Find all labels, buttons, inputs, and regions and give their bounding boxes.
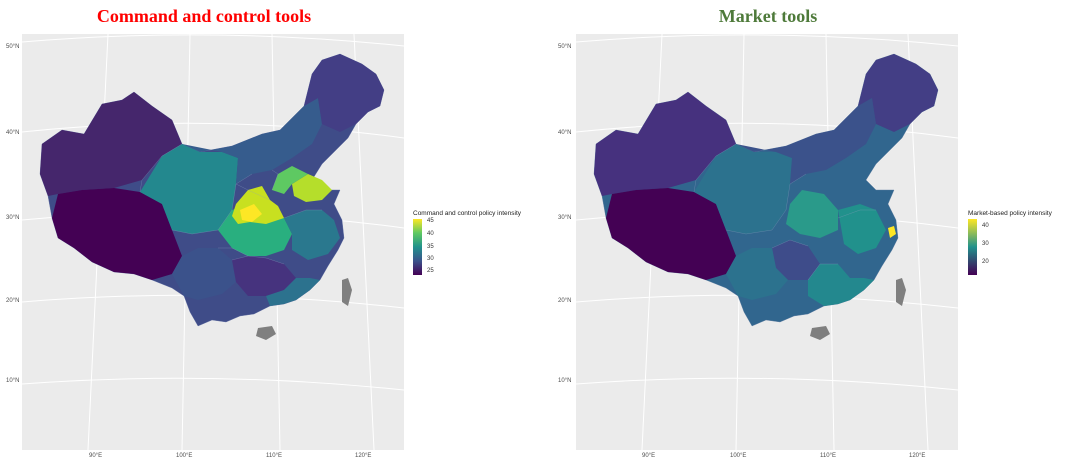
legend-market: Market-based policy intensity 40 30 20 — [968, 210, 1064, 280]
map-canvas-command — [22, 34, 404, 450]
legend-label: 40 — [427, 231, 434, 237]
legend-colorbar — [413, 219, 422, 275]
legend-label: 35 — [427, 244, 434, 250]
lat-label: 50°N — [6, 44, 20, 50]
lat-label: 10°N — [558, 378, 572, 384]
lon-label: 120°E — [355, 453, 372, 459]
legend-label: 20 — [982, 259, 989, 265]
lat-label: 20°N — [558, 298, 572, 304]
lat-label: 30°N — [6, 215, 20, 221]
legend-label: 45 — [427, 218, 434, 224]
lat-label: 20°N — [6, 298, 20, 304]
lon-label: 90°E — [642, 453, 656, 459]
map-market — [576, 34, 958, 450]
map-command-control — [22, 34, 404, 450]
panel-title-market: Market tools — [718, 6, 818, 26]
lon-label: 90°E — [89, 453, 103, 459]
map-canvas-market — [576, 34, 958, 450]
legend-label: 40 — [982, 223, 989, 229]
lat-label: 10°N — [6, 378, 20, 384]
legend-command: Command and control policy intensity 45 … — [413, 210, 543, 290]
legend-title: Market-based policy intensity — [968, 210, 1052, 217]
lon-label: 100°E — [730, 453, 747, 459]
legend-label: 30 — [427, 256, 434, 262]
legend-colorbar — [968, 219, 977, 275]
lon-label: 120°E — [909, 453, 926, 459]
lat-label: 40°N — [558, 130, 572, 136]
legend-title: Command and control policy intensity — [413, 210, 522, 217]
lat-label: 30°N — [558, 215, 572, 221]
lon-label: 110°E — [820, 453, 836, 459]
lon-label: 100°E — [176, 453, 193, 459]
lat-label: 50°N — [558, 44, 572, 50]
lat-label: 40°N — [6, 130, 20, 136]
legend-label: 30 — [982, 241, 989, 247]
lon-label: 110°E — [266, 453, 282, 459]
panel-title-command: Command and control tools — [96, 6, 312, 26]
legend-label: 25 — [427, 268, 434, 274]
